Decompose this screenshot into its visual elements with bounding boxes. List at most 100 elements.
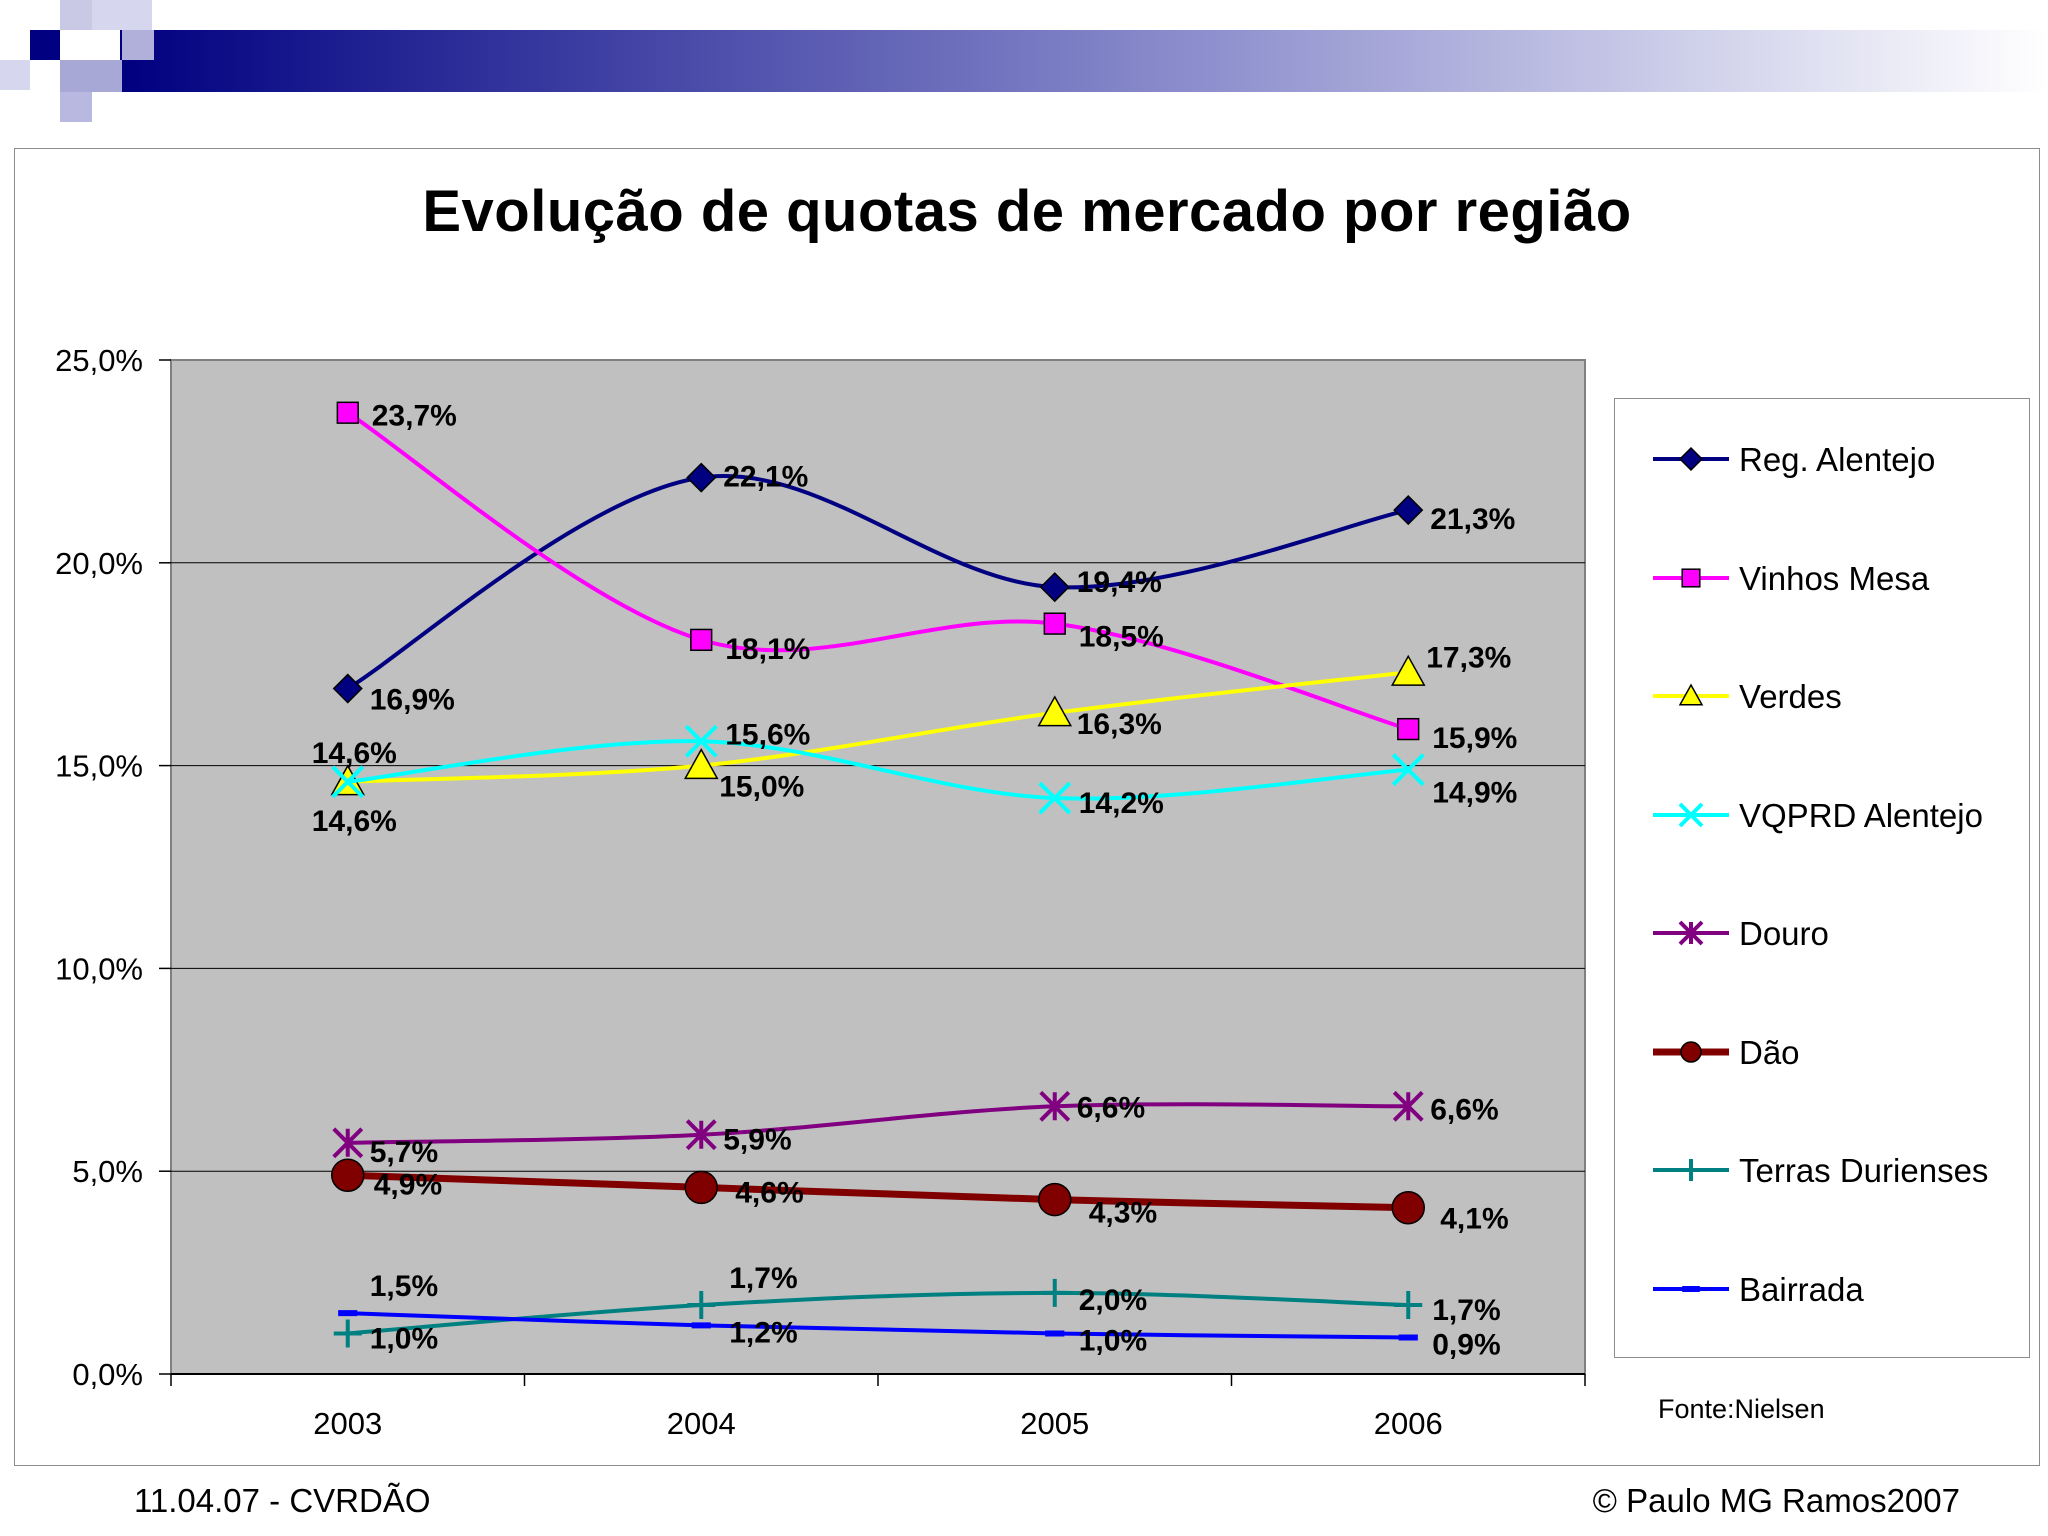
legend-label: Dão <box>1739 1033 1800 1071</box>
data-point <box>1393 495 1424 526</box>
data-point <box>684 1170 718 1205</box>
data-point <box>1039 1090 1071 1122</box>
legend-marker <box>1678 802 1704 827</box>
legend-item: Douro <box>1615 903 2031 963</box>
data-label: 23,7% <box>372 400 457 433</box>
data-label: 16,9% <box>370 684 455 717</box>
legend-label: Terras Durienses <box>1739 1152 1989 1189</box>
series-d-o: 4,9% 4,6% 4,3% 4,1% <box>331 1158 1509 1236</box>
data-label: 1,0% <box>1079 1324 1147 1357</box>
data-point <box>1392 1090 1424 1122</box>
data-label: 16,3% <box>1077 708 1162 741</box>
data-point <box>1391 753 1425 787</box>
x-tick-label: 2005 <box>1020 1406 1089 1441</box>
data-label: 6,6% <box>1430 1093 1498 1126</box>
legend-marker <box>1678 446 1704 472</box>
data-point <box>1039 572 1070 603</box>
y-tick-label: 10,0% <box>55 951 143 986</box>
data-label: 14,9% <box>1432 777 1517 810</box>
legend-label: Verdes <box>1739 678 1842 715</box>
data-point <box>336 401 359 424</box>
data-point <box>332 1127 364 1159</box>
data-point <box>690 628 713 652</box>
banner-square <box>30 30 60 60</box>
data-point <box>684 724 718 758</box>
data-point <box>685 1119 717 1151</box>
data-label: 21,3% <box>1430 503 1515 536</box>
legend-label: VQPRD Alentejo <box>1739 796 1983 834</box>
series-line <box>346 411 1409 732</box>
series-line <box>347 739 1409 801</box>
data-point <box>686 462 717 493</box>
data-label: 0,9% <box>1432 1328 1500 1361</box>
data-point <box>1043 612 1066 635</box>
legend-item: Vinhos Mesa <box>1615 548 2031 608</box>
series-line <box>347 670 1409 784</box>
legend-item: VQPRD Alentejo <box>1615 785 2031 845</box>
data-label: 1,5% <box>370 1270 438 1303</box>
legend-swatch <box>1653 1159 1729 1181</box>
banner-square <box>60 60 122 92</box>
data-point <box>1037 695 1073 727</box>
source-note: Fonte:Nielsen <box>1658 1394 1825 1424</box>
data-point <box>683 748 719 780</box>
banner-square <box>60 92 92 122</box>
data-label: 1,2% <box>729 1316 797 1349</box>
footer-copyright: © Paulo MG Ramos2007 <box>1592 1482 1960 1519</box>
data-label: 1,0% <box>370 1322 438 1355</box>
series-reg-alentejo: 16,9% 22,1% 19,4% 21,3% <box>332 461 1515 717</box>
data-point <box>331 765 365 799</box>
data-label: 15,6% <box>725 718 810 751</box>
data-label: 17,3% <box>1426 641 1511 674</box>
y-tick-label: 0,0% <box>72 1357 143 1392</box>
data-label: 5,9% <box>723 1124 791 1157</box>
data-label: 1,7% <box>729 1262 797 1295</box>
slide-banner <box>0 0 2048 122</box>
data-label: 18,5% <box>1079 621 1164 654</box>
series-line <box>347 1102 1409 1145</box>
series-vqprd-alentejo: 14,6% 15,6% 14,2% 14,9% <box>312 718 1518 820</box>
legend-label: Vinhos Mesa <box>1739 559 1930 597</box>
data-point <box>331 1158 365 1193</box>
y-tick-label: 15,0% <box>55 749 143 784</box>
chart-legend: Reg. Alentejo Vinhos Mesa Verdes VQPRD Alen… <box>1614 398 2030 1358</box>
series-line <box>346 474 1409 691</box>
legend-marker <box>1680 1040 1702 1063</box>
series-bairrada: 1,5% 1,2% 1,0% 0,9% <box>338 1270 1501 1361</box>
data-point <box>1038 781 1072 815</box>
legend-item: Reg. Alentejo <box>1615 429 2031 489</box>
legend-label: Douro <box>1739 915 1829 952</box>
legend-item: Terras Durienses <box>1615 1140 2031 1200</box>
legend-item: Verdes <box>1615 666 2031 726</box>
banner-square <box>122 30 154 60</box>
data-label: 18,1% <box>725 633 810 666</box>
legend-marker <box>1681 567 1701 588</box>
legend-marker <box>1678 683 1704 706</box>
y-tick-label: 5,0% <box>72 1154 143 1189</box>
legend-label: Bairrada <box>1739 1270 1864 1308</box>
legend-label: Reg. Alentejo <box>1739 441 1936 478</box>
data-point <box>687 1291 716 1320</box>
series-vinhos-mesa: 23,7% 18,1% 18,5% 15,9% <box>336 400 1517 755</box>
series-line <box>347 1311 1409 1340</box>
data-point <box>1390 654 1426 686</box>
data-label: 5,7% <box>370 1136 438 1169</box>
data-point <box>1397 717 1420 741</box>
y-tick-label: 20,0% <box>55 546 143 581</box>
legend-item: Bairrada <box>1615 1259 2031 1319</box>
data-label: 14,6% <box>312 737 397 770</box>
data-point <box>1038 1182 1072 1217</box>
data-label: 4,9% <box>374 1168 442 1201</box>
data-label: 15,9% <box>1432 722 1517 755</box>
legend-marker <box>1680 1159 1702 1181</box>
data-point <box>1394 1291 1423 1320</box>
data-label: 14,2% <box>1079 787 1164 820</box>
series-line <box>347 1171 1409 1212</box>
data-label: 2,0% <box>1079 1284 1147 1317</box>
banner-square <box>0 60 30 90</box>
data-label: 22,1% <box>723 461 808 494</box>
data-label: 6,6% <box>1077 1091 1145 1124</box>
data-label: 14,6% <box>312 805 397 838</box>
series-douro: 5,7% 5,9% 6,6% 6,6% <box>332 1090 1499 1169</box>
